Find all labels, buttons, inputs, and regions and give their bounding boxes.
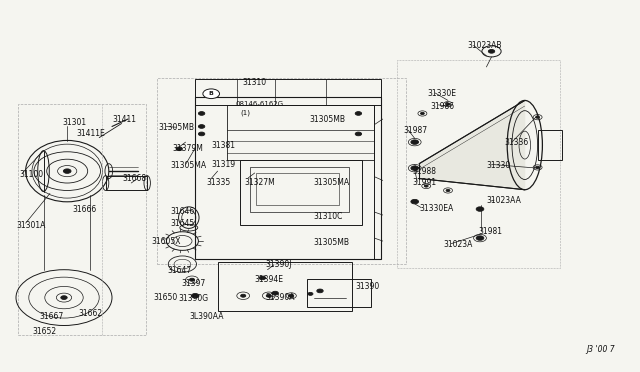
Circle shape	[191, 294, 199, 298]
Circle shape	[446, 103, 450, 105]
Bar	[397, 60, 560, 268]
Bar	[250, 167, 349, 212]
Circle shape	[446, 189, 450, 192]
Text: 31647: 31647	[168, 266, 192, 275]
Text: 31390A: 31390A	[266, 293, 295, 302]
Circle shape	[355, 132, 362, 136]
Text: (1): (1)	[241, 109, 251, 116]
Circle shape	[476, 236, 484, 240]
Circle shape	[241, 294, 246, 297]
Text: 31305MA: 31305MA	[171, 161, 207, 170]
Text: 31305MB: 31305MB	[314, 238, 349, 247]
Text: 31650: 31650	[154, 293, 178, 302]
Circle shape	[536, 116, 540, 118]
Bar	[106, 176, 147, 190]
Circle shape	[411, 166, 419, 170]
Circle shape	[198, 112, 205, 115]
Text: 31646: 31646	[171, 207, 195, 216]
Text: 31301: 31301	[63, 118, 87, 127]
Bar	[256, 173, 339, 205]
Text: 31411: 31411	[112, 115, 136, 124]
Circle shape	[189, 278, 195, 281]
Bar	[157, 78, 406, 264]
Text: 31330: 31330	[486, 161, 511, 170]
Bar	[307, 279, 371, 307]
Text: 31330EA: 31330EA	[419, 204, 454, 213]
Text: 31335: 31335	[207, 178, 231, 187]
Text: 31988: 31988	[413, 167, 437, 176]
Circle shape	[411, 199, 419, 204]
Circle shape	[355, 112, 362, 115]
Text: 31668: 31668	[123, 174, 147, 183]
Text: 31381: 31381	[211, 141, 236, 150]
Text: 31394E: 31394E	[255, 275, 284, 283]
Text: J3 '00 7: J3 '00 7	[586, 345, 614, 354]
Text: 31327M: 31327M	[244, 178, 275, 187]
Bar	[218, 262, 352, 311]
Circle shape	[424, 185, 428, 187]
Text: 31390G: 31390G	[178, 294, 208, 303]
Text: 31379M: 31379M	[173, 144, 204, 153]
Text: 31652: 31652	[32, 327, 56, 336]
Text: 3L390AA: 3L390AA	[189, 312, 224, 321]
Text: 31310: 31310	[242, 78, 266, 87]
Text: 31605X: 31605X	[152, 237, 181, 246]
Bar	[195, 97, 381, 259]
Circle shape	[476, 207, 484, 211]
Text: 31411E: 31411E	[77, 129, 106, 138]
Bar	[18, 104, 146, 335]
Circle shape	[63, 169, 71, 173]
Circle shape	[259, 276, 266, 280]
Circle shape	[488, 49, 495, 53]
Circle shape	[198, 132, 205, 136]
Text: B: B	[209, 91, 214, 96]
Text: 31305MA: 31305MA	[314, 178, 349, 187]
Circle shape	[289, 294, 294, 297]
Circle shape	[536, 166, 540, 169]
Text: 31305MB: 31305MB	[310, 115, 346, 124]
Text: 31100: 31100	[19, 170, 44, 179]
Bar	[195, 79, 381, 105]
Text: 31987: 31987	[403, 126, 428, 135]
Circle shape	[308, 292, 313, 295]
Text: 31305MB: 31305MB	[159, 123, 195, 132]
Circle shape	[317, 289, 323, 293]
Text: 31666: 31666	[72, 205, 97, 214]
Text: 31397: 31397	[181, 279, 205, 288]
Text: 31981: 31981	[479, 227, 503, 236]
Text: 31319: 31319	[211, 160, 236, 169]
Circle shape	[266, 294, 271, 297]
Circle shape	[272, 291, 278, 295]
Text: 31330E: 31330E	[428, 89, 456, 98]
Bar	[240, 160, 362, 225]
Text: 08146-6162G: 08146-6162G	[236, 101, 284, 107]
Text: 31662: 31662	[78, 309, 102, 318]
Circle shape	[176, 147, 182, 151]
Text: 31023AB: 31023AB	[467, 41, 502, 50]
Circle shape	[198, 125, 205, 128]
Text: 31390J: 31390J	[266, 260, 292, 269]
Circle shape	[411, 140, 419, 144]
Text: 31310C: 31310C	[314, 212, 343, 221]
Bar	[227, 105, 374, 160]
Circle shape	[203, 89, 220, 99]
Text: 31986: 31986	[430, 102, 454, 110]
Circle shape	[420, 112, 424, 115]
Bar	[538, 130, 562, 160]
Text: 31023A: 31023A	[444, 240, 473, 249]
Circle shape	[61, 296, 67, 299]
Text: 31301A: 31301A	[16, 221, 45, 230]
Text: 31991: 31991	[413, 178, 437, 187]
Text: 31645: 31645	[171, 219, 195, 228]
Text: 31336: 31336	[504, 138, 529, 147]
Text: 31023AA: 31023AA	[486, 196, 521, 205]
Text: 31390: 31390	[355, 282, 380, 291]
Text: 31667: 31667	[40, 312, 64, 321]
